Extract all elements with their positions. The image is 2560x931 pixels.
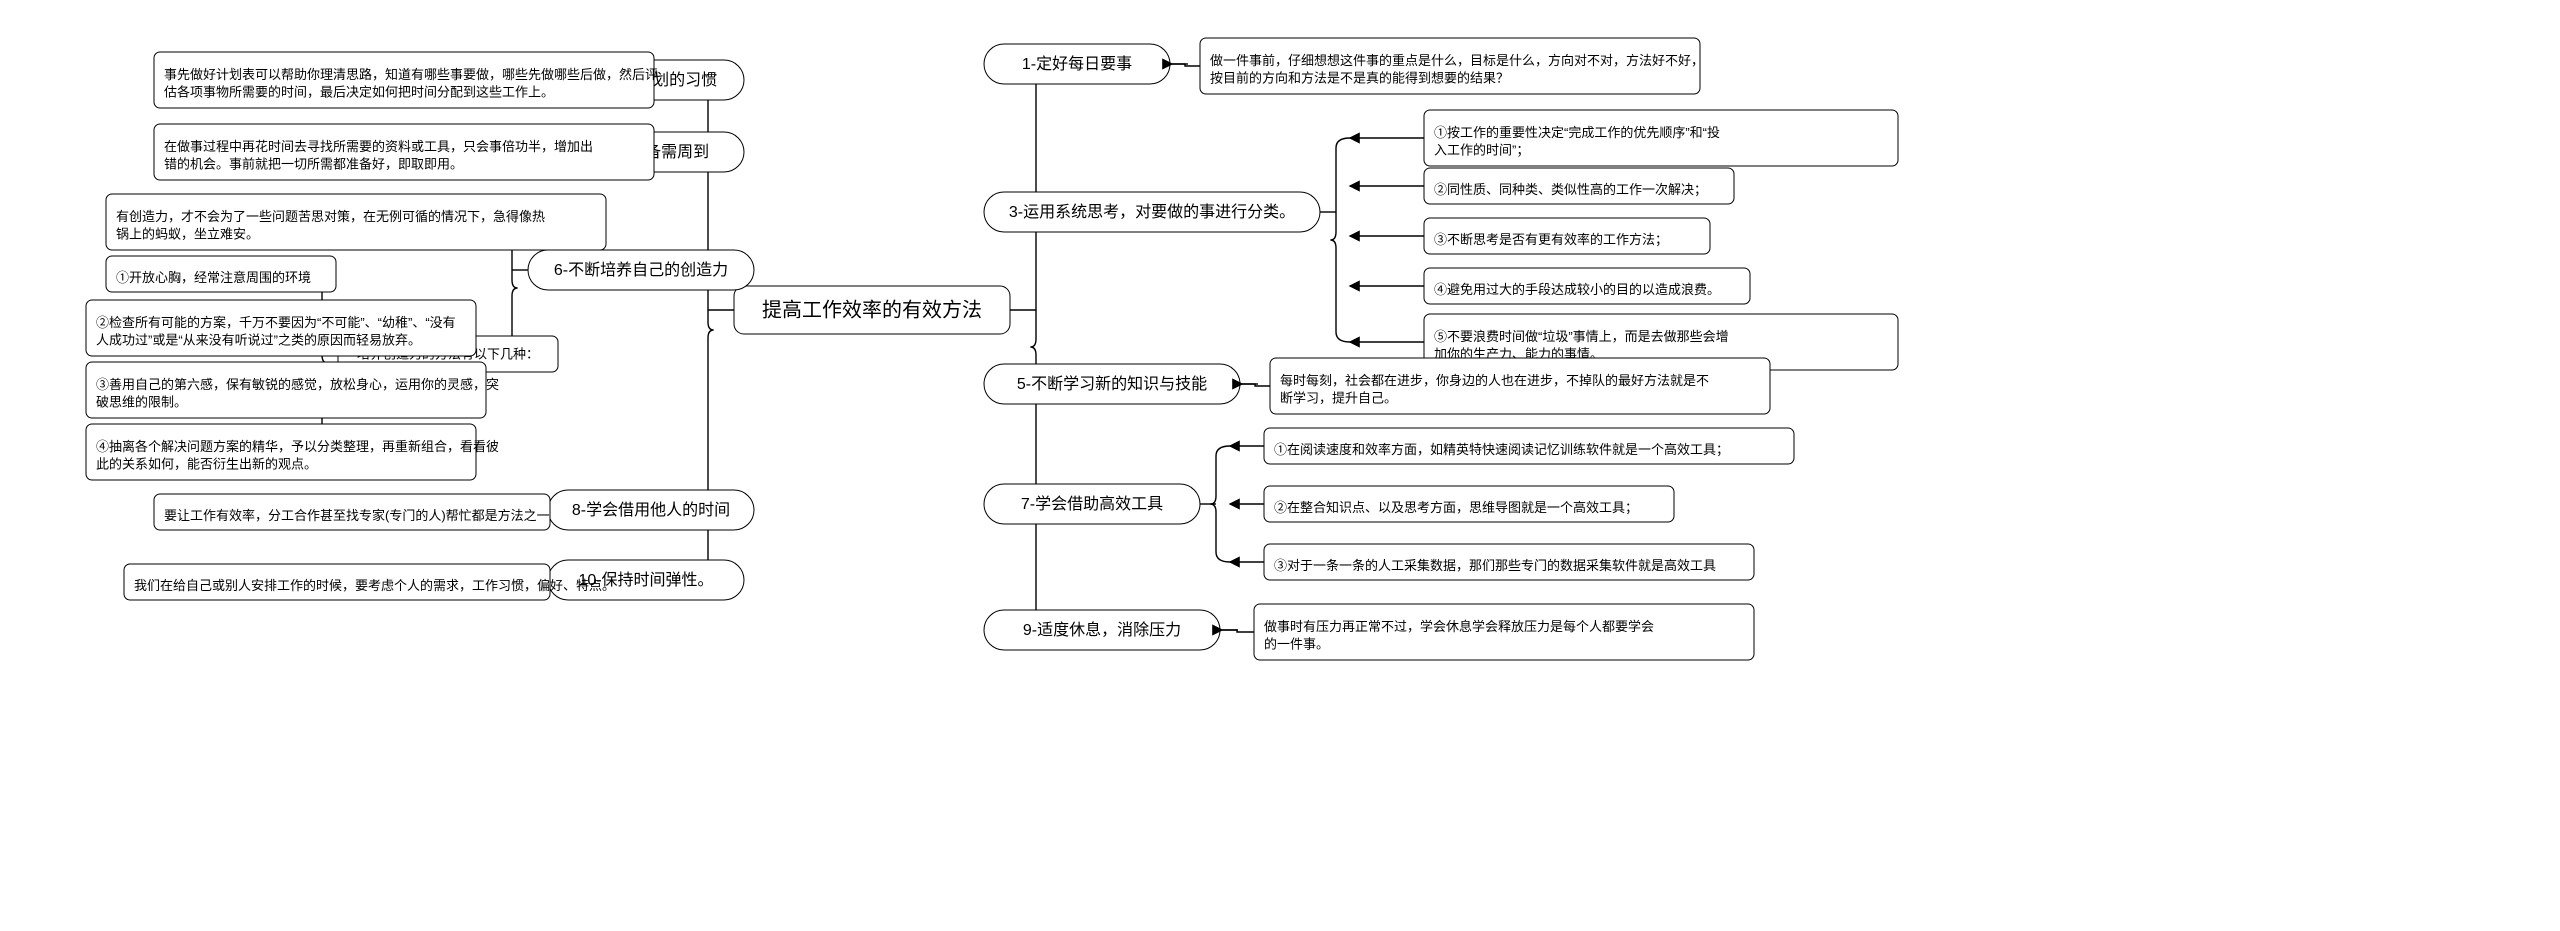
right-leaf-2-0-text: 断学习，提升自己。 <box>1280 391 1397 406</box>
right-branch-1-text: 3-运用系统思考，对要做的事进行分类。 <box>1009 203 1295 221</box>
left-gleaf-2-1-1-text: 人成功过”或是“从来没有听说过”之类的原因而轻易放弃。 <box>96 333 421 348</box>
right-branch-4-text: 9-适度休息，消除压力 <box>1023 621 1181 639</box>
left-branch-3-text: 8-学会借用他人的时间 <box>572 501 730 519</box>
right-leaf-3-0-text: ①在阅读速度和效率方面，如精英特快速阅读记忆训练软件就是一个高效工具； <box>1274 442 1729 458</box>
left-gleaf-2-1-1-text: ②检查所有可能的方案，千万不要因为“不可能”、“幼稚”、“没有 <box>96 315 456 330</box>
mindmap-canvas: 提高工作效率的有效方法 1-定好每日要事 做一件事前，仔细想想这件事的重点是什么，目… <box>0 0 2560 931</box>
left-leaf-1-0-text: 在做事过程中再花时间去寻找所需要的资料或工具，只会事倍功半，增加出 <box>164 139 593 154</box>
right-branch-2-text: 5-不断学习新的知识与技能 <box>1017 375 1207 393</box>
left-child-2-0-text: 有创造力，才不会为了一些问题苦思对策，在无例可循的情况下，急得像热 <box>116 209 545 224</box>
right-leaf-0-0-text: 做一件事前，仔细想想这件事的重点是什么，目标是什么，方向对不对，方法好不好， <box>1210 53 1704 68</box>
left-gleaf-2-1-3-text: 此的关系如何，能否衍生出新的观点。 <box>96 457 317 472</box>
left-leaf-4-0-text: 我们在给自己或别人安排工作的时候，要考虑个人的需求，工作习惯，偏好、特点。 <box>134 578 615 593</box>
right-leaf-2-0-text: 每时每刻，社会都在进步，你身边的人也在进步，不掉队的最好方法就是不 <box>1280 373 1709 388</box>
right-branch-3-text: 7-学会借助高效工具 <box>1021 495 1163 513</box>
right-leaf-1-3-text: ④避免用过大的手段达成较小的目的以造成浪费。 <box>1434 282 1720 297</box>
right-leaf-1-0-text: 入工作的时间”； <box>1434 143 1529 159</box>
root-text: 提高工作效率的有效方法 <box>762 298 982 321</box>
left-gleaf-2-1-2-text: ③善用自己的第六感，保有敏锐的感觉，放松身心，运用你的灵感，突 <box>96 377 499 392</box>
left-child-2-0-text: 锅上的蚂蚁，坐立难安。 <box>116 227 259 242</box>
left-leaf-0-0-text: 事先做好计划表可以帮助你理清思路，知道有哪些事要做，哪些先做哪些后做，然后评 <box>164 67 658 82</box>
right-leaf-4-0-text: 做事时有压力再正常不过，学会休息学会释放压力是每个人都要学会 <box>1264 619 1654 634</box>
left-leaf-0-0-text: 估各项事物所需要的时间，最后决定如何把时间分配到这些工作上。 <box>164 85 554 100</box>
left-branch-2-text: 6-不断培养自己的创造力 <box>554 261 728 279</box>
left-gleaf-2-1-0-text: ①开放心胸，经常注意周围的环境 <box>116 270 311 285</box>
left-gleaf-2-1-3-text: ④抽离各个解决问题方案的精华，予以分类整理，再重新组合，看看彼 <box>96 439 499 454</box>
right-leaf-1-0-text: ①按工作的重要性决定“完成工作的优先顺序”和“投 <box>1434 125 1720 140</box>
right-branch-0-text: 1-定好每日要事 <box>1022 55 1132 73</box>
right-leaf-0-0-text: 按目前的方向和方法是不是真的能得到想要的结果？ <box>1210 71 1509 86</box>
right-leaf-1-1-text: ②同性质、同种类、类似性高的工作一次解决； <box>1434 182 1707 198</box>
right-leaf-1-2-text: ③不断思考是否有更有效率的工作方法； <box>1434 232 1668 248</box>
right-leaf-1-4-text: ⑤不要浪费时间做“垃圾”事情上，而是去做那些会增 <box>1434 329 1729 344</box>
right-leaf-4-0-text: 的一件事。 <box>1264 637 1329 652</box>
bracket <box>1210 446 1230 562</box>
left-leaf-3-0-text: 要让工作有效率，分工合作甚至找专家(专门的人)帮忙都是方法之一 <box>164 508 550 523</box>
bracket <box>1330 138 1350 342</box>
right-leaf-3-1-text: ②在整合知识点、以及思考方面，思维导图就是一个高效工具； <box>1274 500 1638 516</box>
bracket <box>1030 64 1050 630</box>
left-gleaf-2-1-2-text: 破思维的限制。 <box>96 395 187 410</box>
right-leaf-3-2-text: ③对于一条一条的人工采集数据，那们那些专门的数据采集软件就是高效工具 <box>1274 558 1716 573</box>
left-leaf-1-0-text: 错的机会。事前就把一切所需都准备好，即取即用。 <box>164 157 463 172</box>
